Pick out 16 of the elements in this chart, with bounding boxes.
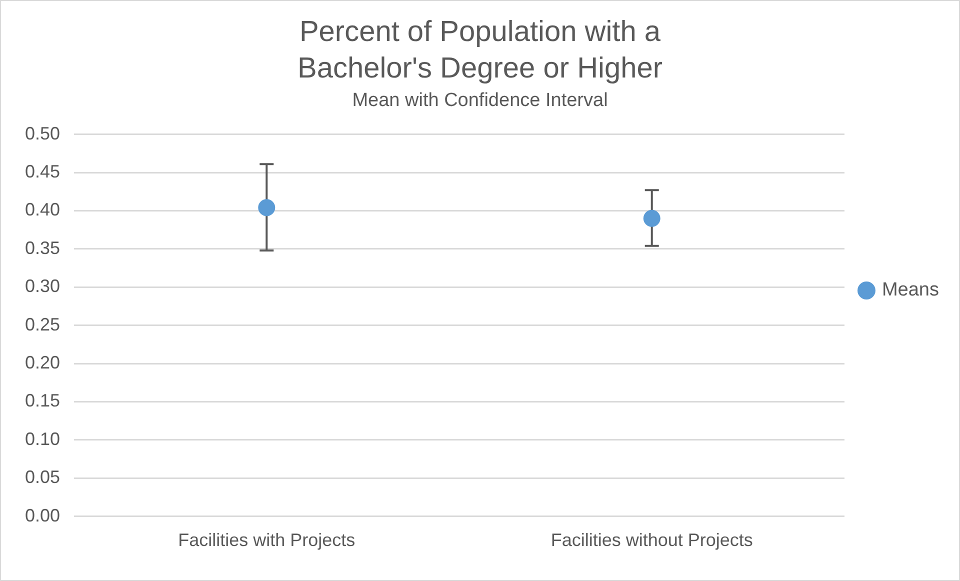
y-tick-label: 0.50 (24, 123, 60, 144)
y-tick-label: 0.45 (24, 161, 60, 182)
y-tick-label: 0.40 (24, 200, 60, 220)
y-tick-label: 0.30 (24, 276, 60, 296)
chart-subtitle: Mean with Confidence Interval (352, 90, 608, 112)
x-tick-label: Facilities with Projects (178, 530, 356, 550)
y-tick-label: 0.05 (24, 467, 60, 488)
y-tick-label: 0.35 (24, 238, 60, 258)
y-tick-label: 0.10 (24, 428, 60, 449)
y-tick-label: 0.15 (24, 390, 60, 411)
legend-label: Means (882, 280, 940, 301)
y-tick-label: 0.20 (24, 352, 60, 373)
x-tick-label: Facilities without Projects (550, 530, 753, 550)
chart-title: Percent of Population with a Bachelor's Degree or Higher (298, 16, 663, 84)
y-tick-label: 0.00 (24, 505, 60, 526)
y-tick-label: 0.25 (24, 314, 60, 334)
